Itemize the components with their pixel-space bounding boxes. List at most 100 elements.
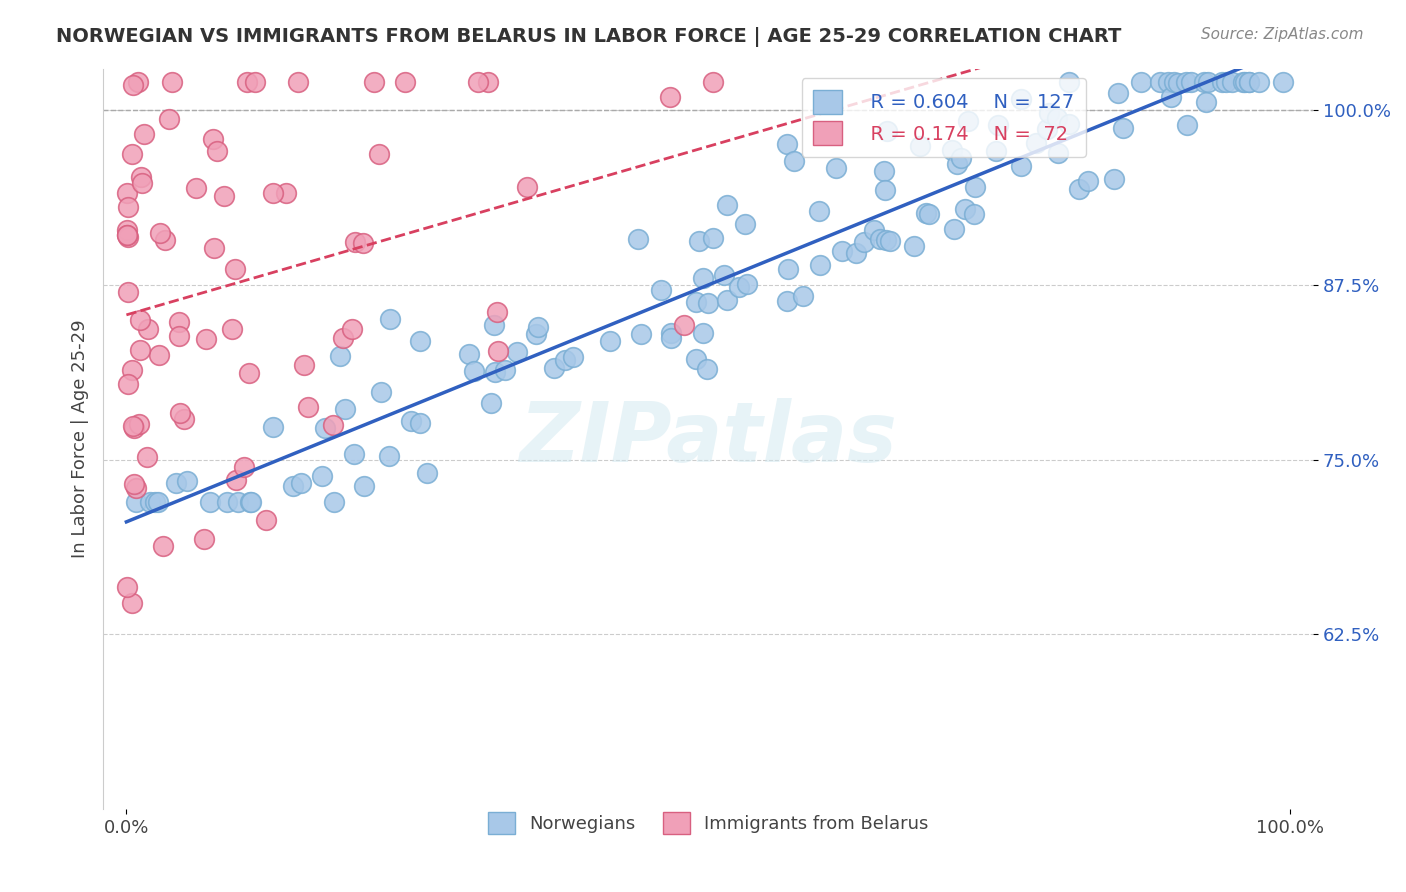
Point [479, 396, 502, 410]
Point [146, 494, 169, 508]
Point [262, 419, 284, 434]
Point [157, 112, 180, 126]
Point [1180, 75, 1202, 89]
Point [486, 305, 509, 319]
Point [494, 363, 516, 377]
Point [1025, 136, 1047, 150]
Point [1130, 75, 1153, 89]
Point [149, 227, 172, 241]
Point [148, 348, 170, 362]
Point [409, 416, 432, 430]
Point [1046, 112, 1069, 126]
Point [831, 244, 853, 258]
Point [627, 232, 650, 246]
Point [562, 350, 585, 364]
Point [117, 228, 139, 243]
Point [115, 223, 138, 237]
Point [332, 331, 354, 345]
Point [1160, 90, 1182, 104]
Point [1035, 121, 1057, 136]
Point [808, 204, 831, 219]
Point [1237, 75, 1260, 89]
Point [152, 539, 174, 553]
Point [115, 227, 138, 242]
Point [876, 124, 898, 138]
Point [486, 343, 509, 358]
Point [543, 360, 565, 375]
Point [554, 352, 576, 367]
Point [692, 271, 714, 285]
Point [287, 75, 309, 89]
Point [117, 230, 139, 244]
Point [875, 183, 897, 197]
Point [727, 280, 749, 294]
Point [314, 421, 336, 435]
Point [416, 466, 439, 480]
Point [524, 326, 547, 341]
Point [1163, 75, 1185, 89]
Point [963, 207, 986, 221]
Point [917, 206, 939, 220]
Point [169, 315, 191, 329]
Point [139, 494, 162, 508]
Point [630, 327, 652, 342]
Point [702, 75, 724, 89]
Point [160, 75, 183, 89]
Point [363, 75, 385, 89]
Point [173, 412, 195, 426]
Point [394, 75, 416, 89]
Point [659, 326, 682, 340]
Point [1220, 75, 1243, 89]
Point [238, 367, 260, 381]
Point [1233, 75, 1256, 89]
Point [129, 170, 152, 185]
Point [688, 234, 710, 248]
Point [946, 156, 969, 170]
Point [942, 222, 965, 236]
Legend: Norwegians, Immigrants from Belarus: Norwegians, Immigrants from Belarus [477, 801, 939, 845]
Point [274, 186, 297, 201]
Point [484, 365, 506, 379]
Point [122, 419, 145, 434]
Point [599, 334, 621, 348]
Point [1167, 76, 1189, 90]
Point [685, 351, 707, 366]
Point [224, 261, 246, 276]
Point [845, 246, 868, 260]
Y-axis label: In Labor Force | Age 25-29: In Labor Force | Age 25-29 [72, 319, 89, 558]
Point [122, 477, 145, 491]
Point [869, 232, 891, 246]
Point [343, 447, 366, 461]
Point [792, 289, 814, 303]
Point [352, 236, 374, 251]
Point [131, 176, 153, 190]
Point [910, 138, 932, 153]
Point [232, 460, 254, 475]
Point [290, 476, 312, 491]
Point [202, 131, 225, 145]
Point [672, 318, 695, 332]
Point [128, 417, 150, 432]
Point [322, 418, 344, 433]
Point [482, 318, 505, 332]
Point [875, 233, 897, 247]
Point [292, 358, 315, 372]
Point [215, 494, 238, 508]
Text: Source: ZipAtlas.com: Source: ZipAtlas.com [1201, 27, 1364, 42]
Point [129, 343, 152, 357]
Point [117, 285, 139, 299]
Point [368, 146, 391, 161]
Point [212, 189, 235, 203]
Point [824, 161, 846, 175]
Point [221, 322, 243, 336]
Text: NORWEGIAN VS IMMIGRANTS FROM BELARUS IN LABOR FORCE | AGE 25-29 CORRELATION CHAR: NORWEGIAN VS IMMIGRANTS FROM BELARUS IN … [56, 27, 1122, 46]
Point [1107, 87, 1129, 101]
Point [783, 153, 806, 168]
Point [169, 406, 191, 420]
Point [176, 474, 198, 488]
Point [193, 532, 215, 546]
Point [527, 319, 550, 334]
Point [873, 164, 896, 178]
Point [342, 321, 364, 335]
Point [167, 329, 190, 343]
